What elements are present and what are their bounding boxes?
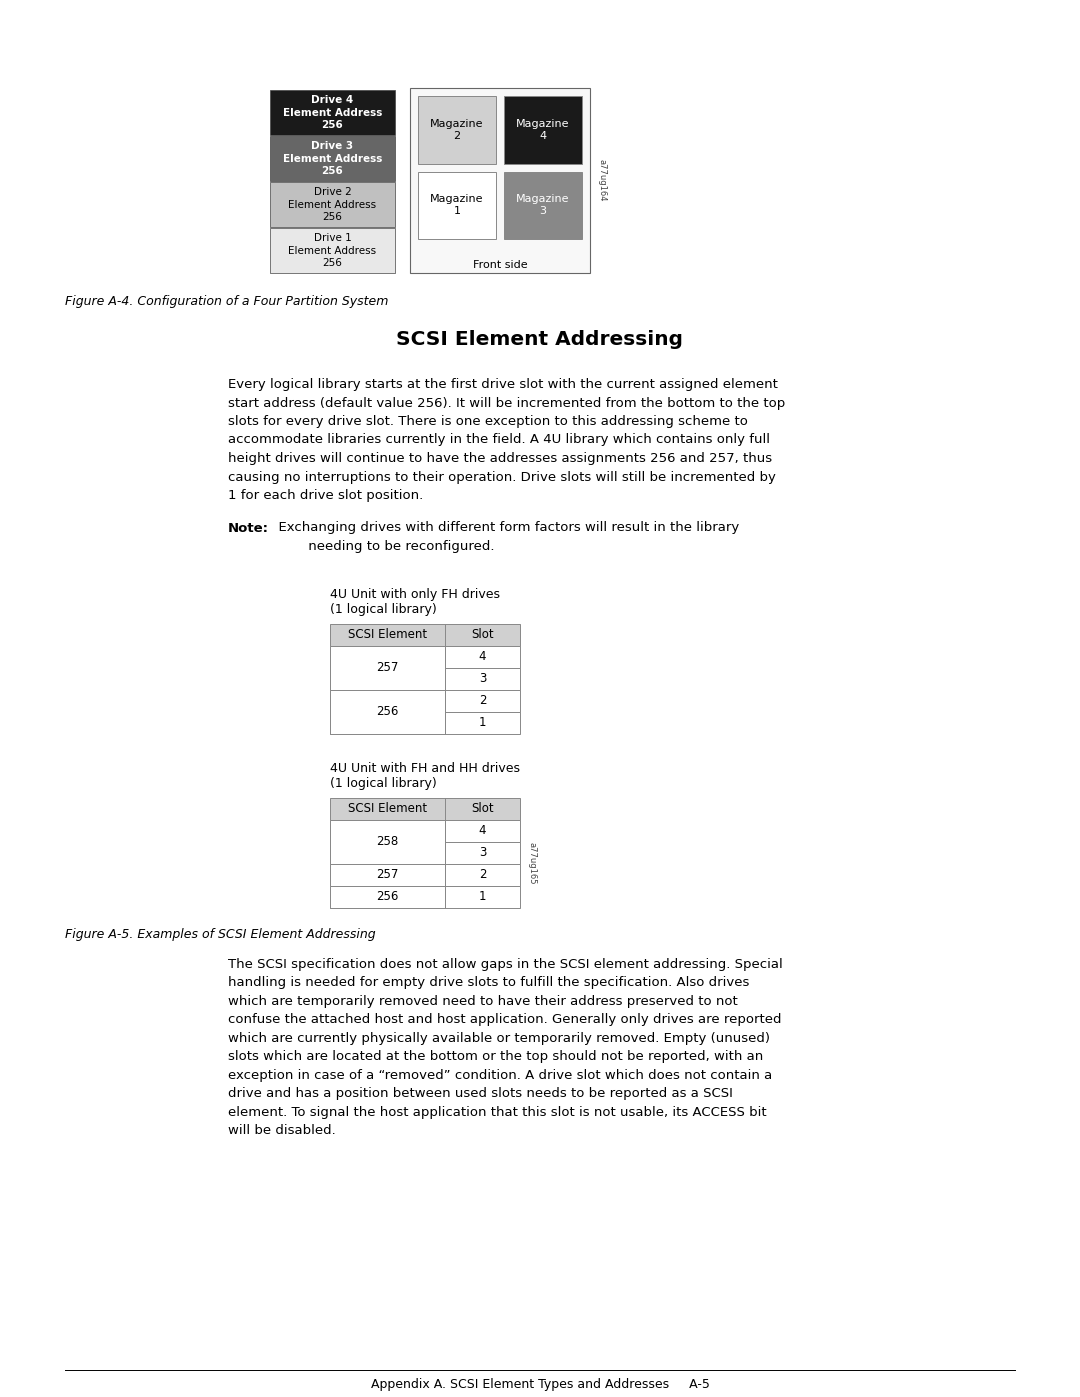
Text: a77ug164: a77ug164 (598, 159, 607, 201)
Text: Drive 2
Element Address
256: Drive 2 Element Address 256 (288, 187, 377, 222)
Bar (330, 820, 445, 863)
Text: element. To signal the host application that this slot is not usable, its ACCESS: element. To signal the host application … (228, 1106, 767, 1119)
Text: confuse the attached host and host application. Generally only drives are report: confuse the attached host and host appli… (228, 1013, 782, 1027)
Bar (270, 89, 395, 136)
Bar (504, 172, 582, 239)
Text: The SCSI specification does not allow gaps in the SCSI element addressing. Speci: The SCSI specification does not allow ga… (228, 958, 783, 971)
Text: needing to be reconfigured.: needing to be reconfigured. (270, 541, 495, 553)
Text: Exchanging drives with different form factors will result in the library: Exchanging drives with different form fa… (270, 521, 739, 535)
Bar (330, 645, 519, 668)
Text: 4: 4 (478, 650, 486, 664)
Bar (330, 820, 519, 842)
Text: which are temporarily removed need to have their address preserved to not: which are temporarily removed need to ha… (228, 995, 738, 1007)
Text: SCSI Element: SCSI Element (348, 802, 427, 816)
Text: slots which are located at the bottom or the top should not be reported, with an: slots which are located at the bottom or… (228, 1051, 764, 1063)
Bar (270, 228, 395, 272)
Text: SCSI Element Addressing: SCSI Element Addressing (396, 330, 684, 349)
Text: Drive 4
Element Address
256: Drive 4 Element Address 256 (283, 95, 382, 130)
Text: handling is needed for empty drive slots to fulfill the specification. Also driv: handling is needed for empty drive slots… (228, 977, 750, 989)
Text: 2: 2 (478, 869, 486, 882)
Text: 256: 256 (376, 890, 399, 904)
Text: accommodate libraries currently in the field. A 4U library which contains only f: accommodate libraries currently in the f… (228, 433, 770, 447)
Text: 3: 3 (478, 672, 486, 686)
Text: exception in case of a “removed” condition. A drive slot which does not contain : exception in case of a “removed” conditi… (228, 1069, 772, 1081)
Text: 1 for each drive slot position.: 1 for each drive slot position. (228, 489, 423, 502)
Text: 1: 1 (478, 717, 486, 729)
Bar (504, 96, 582, 163)
Bar (330, 863, 445, 886)
Bar (330, 886, 445, 908)
Text: Note:: Note: (228, 521, 269, 535)
Text: which are currently physically available or temporarily removed. Empty (unused): which are currently physically available… (228, 1032, 770, 1045)
Text: Appendix A. SCSI Element Types and Addresses     A-5: Appendix A. SCSI Element Types and Addre… (370, 1377, 710, 1391)
Text: start address (default value 256). It will be incremented from the bottom to the: start address (default value 256). It wi… (228, 397, 785, 409)
Text: Magazine
2: Magazine 2 (430, 119, 484, 141)
Text: 256: 256 (376, 705, 399, 718)
Text: a77ug165: a77ug165 (528, 842, 537, 886)
Text: will be disabled.: will be disabled. (228, 1125, 336, 1137)
Text: 257: 257 (376, 661, 399, 675)
Bar (330, 798, 519, 820)
Text: drive and has a position between used slots needs to be reported as a SCSI: drive and has a position between used sl… (228, 1087, 733, 1101)
Bar (418, 96, 496, 163)
Text: 258: 258 (376, 835, 399, 848)
Bar (330, 711, 519, 733)
Bar (418, 172, 496, 239)
Text: Figure A-5. Examples of SCSI Element Addressing: Figure A-5. Examples of SCSI Element Add… (65, 928, 376, 940)
Text: 3: 3 (478, 847, 486, 859)
Bar (330, 645, 445, 690)
Bar (270, 182, 395, 226)
Text: Front side: Front side (473, 260, 527, 270)
Text: SCSI Element: SCSI Element (348, 629, 427, 641)
Text: causing no interruptions to their operation. Drive slots will still be increment: causing no interruptions to their operat… (228, 471, 775, 483)
Text: Figure A-4. Configuration of a Four Partition System: Figure A-4. Configuration of a Four Part… (65, 295, 389, 307)
Bar (410, 88, 590, 272)
Bar (270, 136, 395, 182)
Bar (330, 842, 519, 863)
Text: slots for every drive slot. There is one exception to this addressing scheme to: slots for every drive slot. There is one… (228, 415, 747, 427)
Bar (330, 690, 519, 711)
Text: Drive 1
Element Address
256: Drive 1 Element Address 256 (288, 233, 377, 268)
Bar (330, 863, 519, 886)
Text: Slot: Slot (471, 802, 494, 816)
Text: (1 logical library): (1 logical library) (330, 602, 436, 616)
Bar (330, 690, 445, 733)
Text: 4U Unit with only FH drives: 4U Unit with only FH drives (330, 588, 500, 601)
Text: (1 logical library): (1 logical library) (330, 777, 436, 789)
Text: Slot: Slot (471, 629, 494, 641)
Text: 2: 2 (478, 694, 486, 707)
Bar (330, 886, 519, 908)
Text: Every logical library starts at the first drive slot with the current assigned e: Every logical library starts at the firs… (228, 379, 778, 391)
Text: Magazine
3: Magazine 3 (516, 194, 570, 217)
Text: 4: 4 (478, 824, 486, 837)
Text: Drive 3
Element Address
256: Drive 3 Element Address 256 (283, 141, 382, 176)
Text: Magazine
1: Magazine 1 (430, 194, 484, 217)
Text: 4U Unit with FH and HH drives: 4U Unit with FH and HH drives (330, 761, 519, 775)
Bar (330, 668, 519, 690)
Text: 1: 1 (478, 890, 486, 904)
Text: height drives will continue to have the addresses assignments 256 and 257, thus: height drives will continue to have the … (228, 453, 772, 465)
Bar (330, 623, 519, 645)
Text: 257: 257 (376, 869, 399, 882)
Text: Magazine
4: Magazine 4 (516, 119, 570, 141)
